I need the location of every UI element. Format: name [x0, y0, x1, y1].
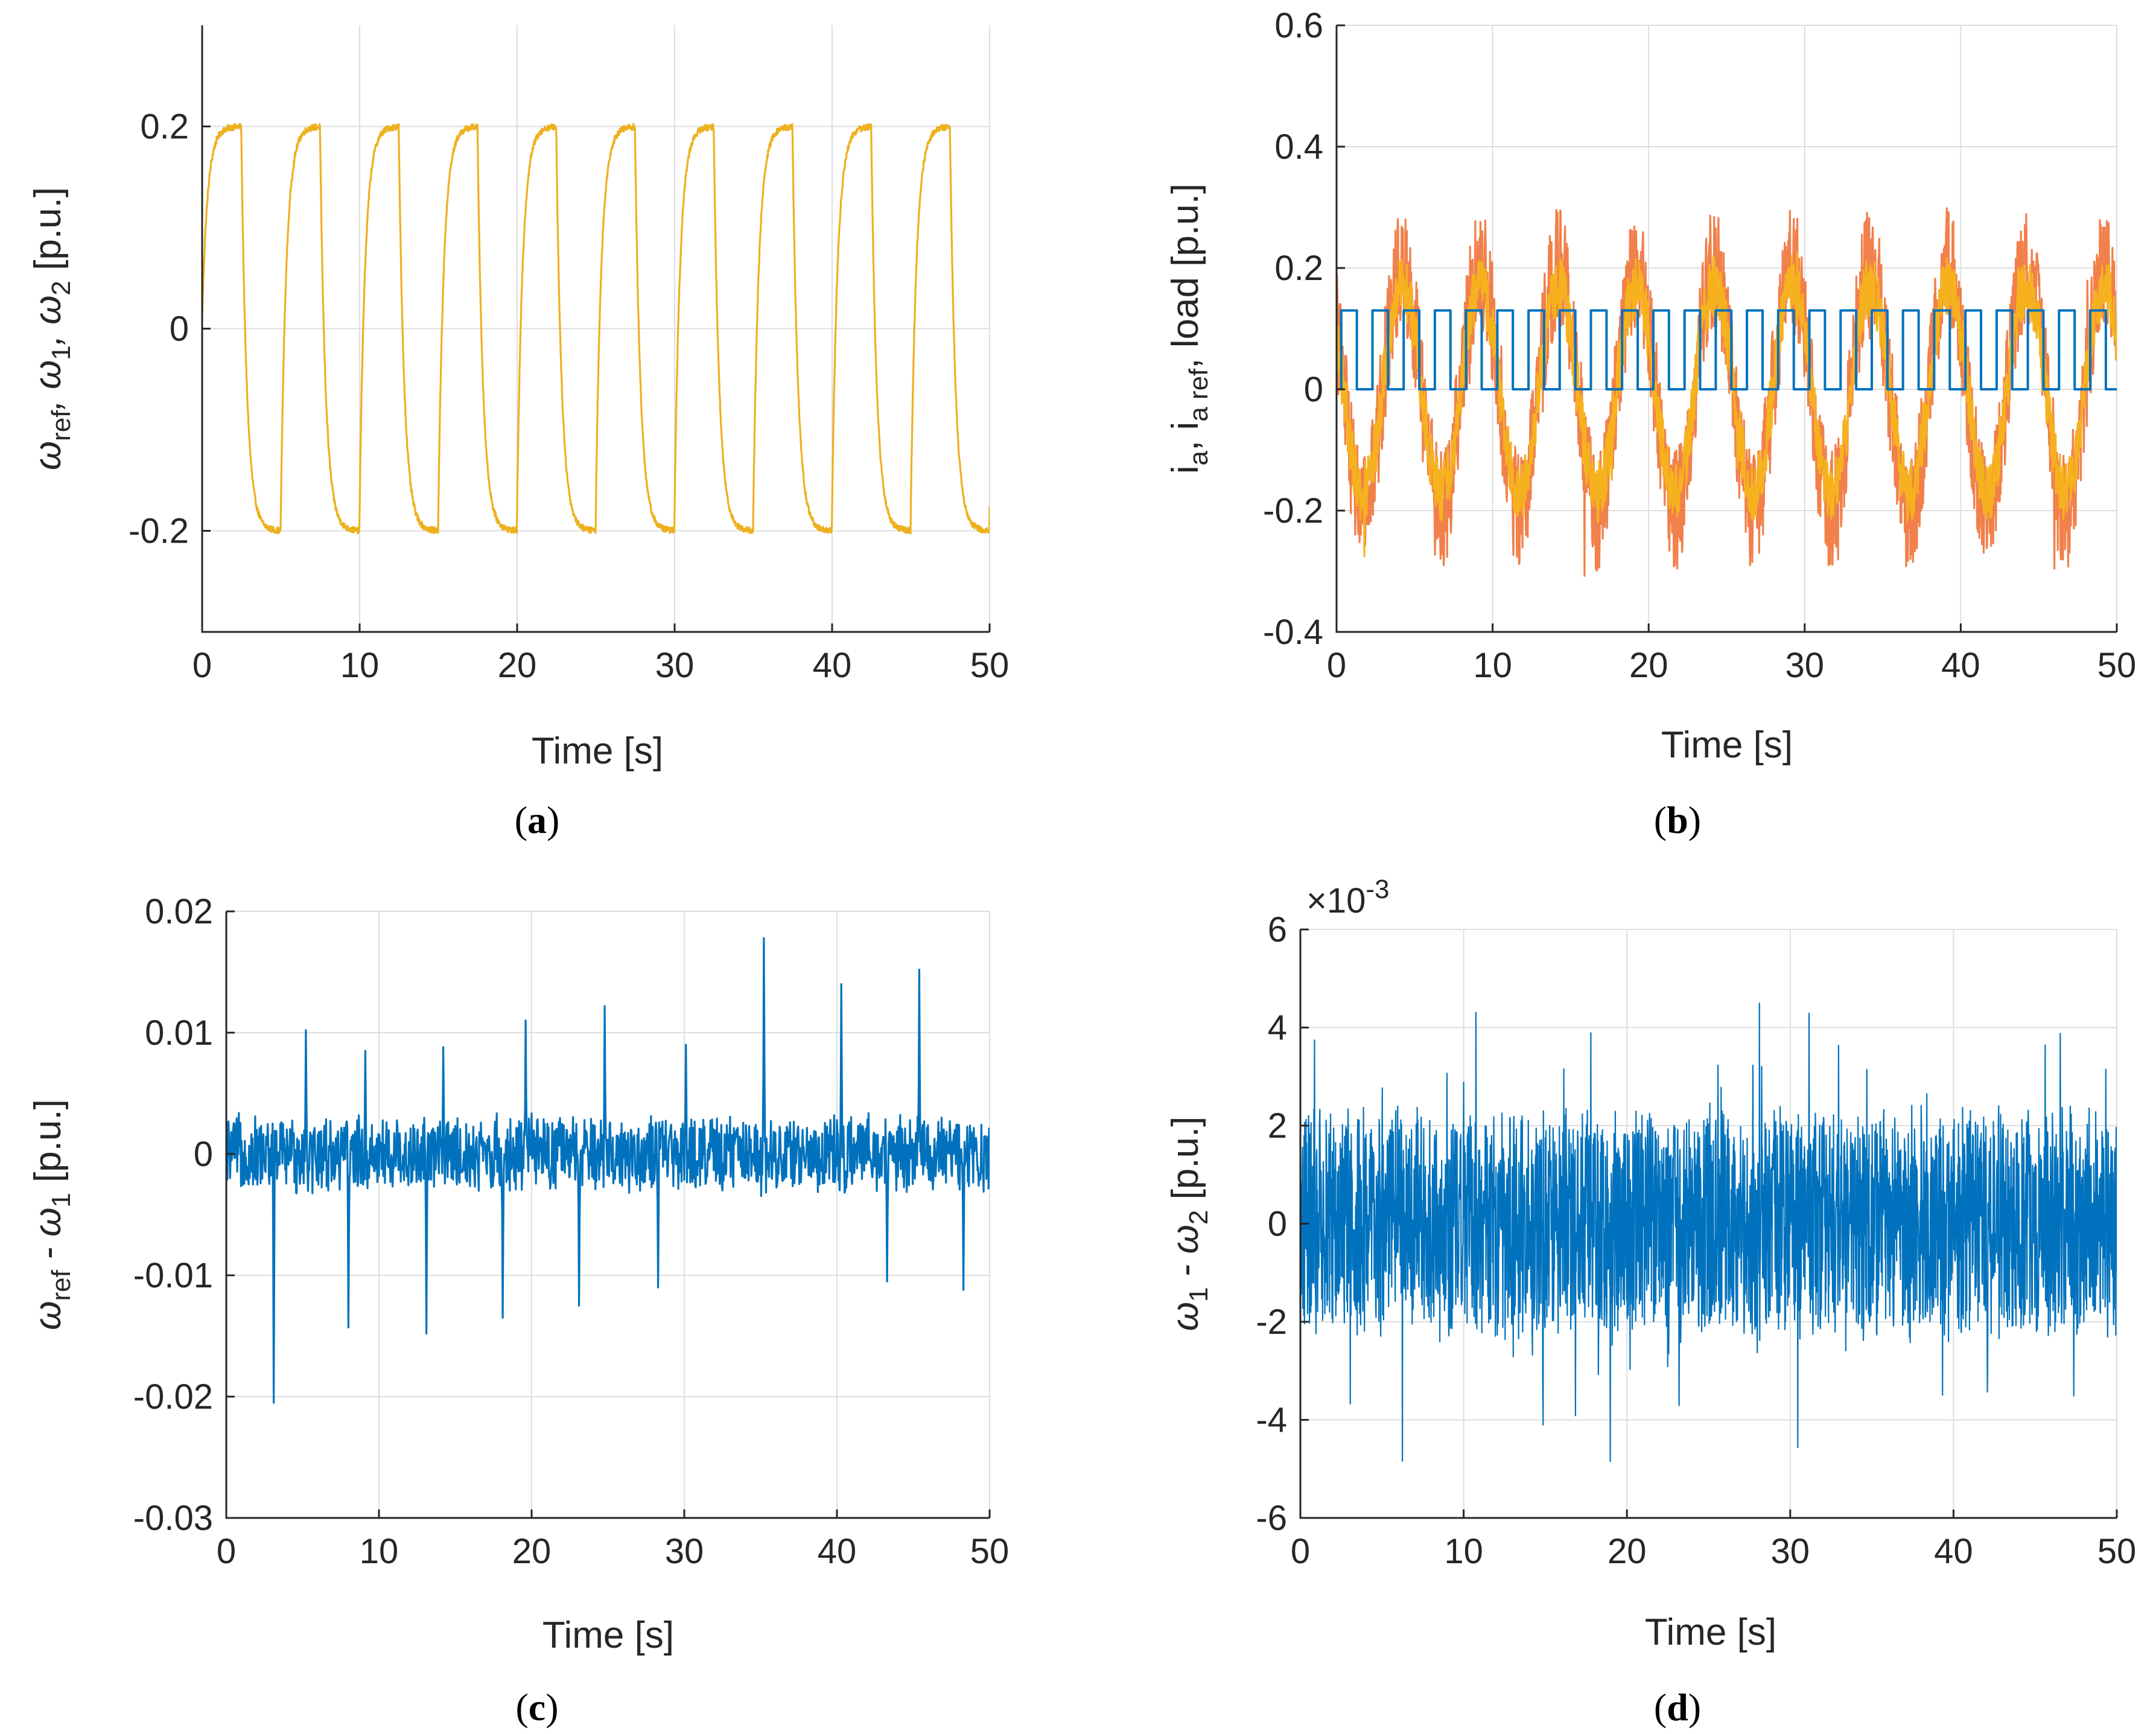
y-tick-label: -2 [1256, 1302, 1287, 1342]
y-tick-label: 0.02 [145, 892, 213, 931]
x-tick-label: 10 [1473, 646, 1512, 685]
y-tick-label: 0.01 [145, 1013, 213, 1053]
y-tick-label: 0 [1304, 370, 1323, 409]
x-axis-label: Time [s] [532, 730, 663, 772]
y-tick-label: 4 [1268, 1009, 1287, 1048]
y-tick-label: 0.2 [140, 107, 189, 147]
panel-label: (c) [515, 1686, 558, 1729]
y-tick-label: 0 [170, 310, 189, 349]
y-tick-label: -0.2 [1263, 491, 1323, 531]
y-tick-label: 0.2 [1274, 249, 1323, 288]
x-tick-label: 20 [1607, 1532, 1647, 1571]
y-axis-label: ia, ia ref, load [p.u.] [1165, 183, 1213, 474]
x-tick-label: 10 [1444, 1532, 1483, 1571]
x-axis-label: Time [s] [1661, 724, 1793, 766]
x-tick-label: 50 [2097, 646, 2137, 685]
y-tick-label: 0.4 [1274, 127, 1323, 167]
y-tick-label: -0.4 [1263, 613, 1323, 652]
x-tick-label: 40 [818, 1532, 857, 1571]
x-tick-label: 50 [970, 1532, 1010, 1571]
y-tick-label: 2 [1268, 1106, 1287, 1146]
y-tick-label: -0.2 [129, 512, 189, 551]
x-tick-label: 10 [360, 1532, 399, 1571]
x-axis-label: Time [s] [542, 1614, 674, 1656]
panel-label: (b) [1654, 798, 1701, 841]
panel-label: (d) [1654, 1686, 1701, 1729]
x-tick-label: 30 [1771, 1532, 1810, 1571]
x-tick-label: 20 [512, 1532, 552, 1571]
x-tick-label: 30 [665, 1532, 704, 1571]
y-tick-label: -0.03 [133, 1499, 213, 1538]
x-tick-label: 10 [340, 646, 380, 685]
x-tick-label: 30 [1786, 646, 1825, 685]
figure-canvas: 0 10 20 30 40 50-0.200.2Time [s]ωref, ω1, ω2 … [0, 0, 2156, 1734]
x-tick-label: 40 [1941, 646, 1980, 685]
x-tick-label: 50 [970, 646, 1010, 685]
x-tick-label: 20 [498, 646, 537, 685]
x-tick-label: 0 [217, 1532, 236, 1571]
x-tick-label: 0 [192, 646, 212, 685]
x-tick-label: 0 [1291, 1532, 1310, 1571]
y-tick-label: 0.6 [1274, 6, 1323, 45]
x-tick-label: 40 [813, 646, 852, 685]
y-tick-label: -0.02 [133, 1377, 213, 1417]
y-tick-label: 6 [1268, 910, 1287, 949]
y-tick-label: -4 [1256, 1401, 1287, 1440]
x-tick-label: 0 [1327, 646, 1346, 685]
y-tick-label: 0 [194, 1135, 213, 1174]
x-axis-label: Time [s] [1645, 1611, 1776, 1653]
x-tick-label: 30 [655, 646, 695, 685]
y-tick-label: 0 [1268, 1205, 1287, 1244]
x-tick-label: 50 [2097, 1532, 2137, 1571]
y-tick-label: -6 [1256, 1499, 1287, 1538]
x-tick-label: 40 [1934, 1532, 1973, 1571]
y-tick-label: -0.01 [133, 1256, 213, 1295]
panel-label: (a) [515, 798, 560, 841]
x-tick-label: 20 [1629, 646, 1668, 685]
